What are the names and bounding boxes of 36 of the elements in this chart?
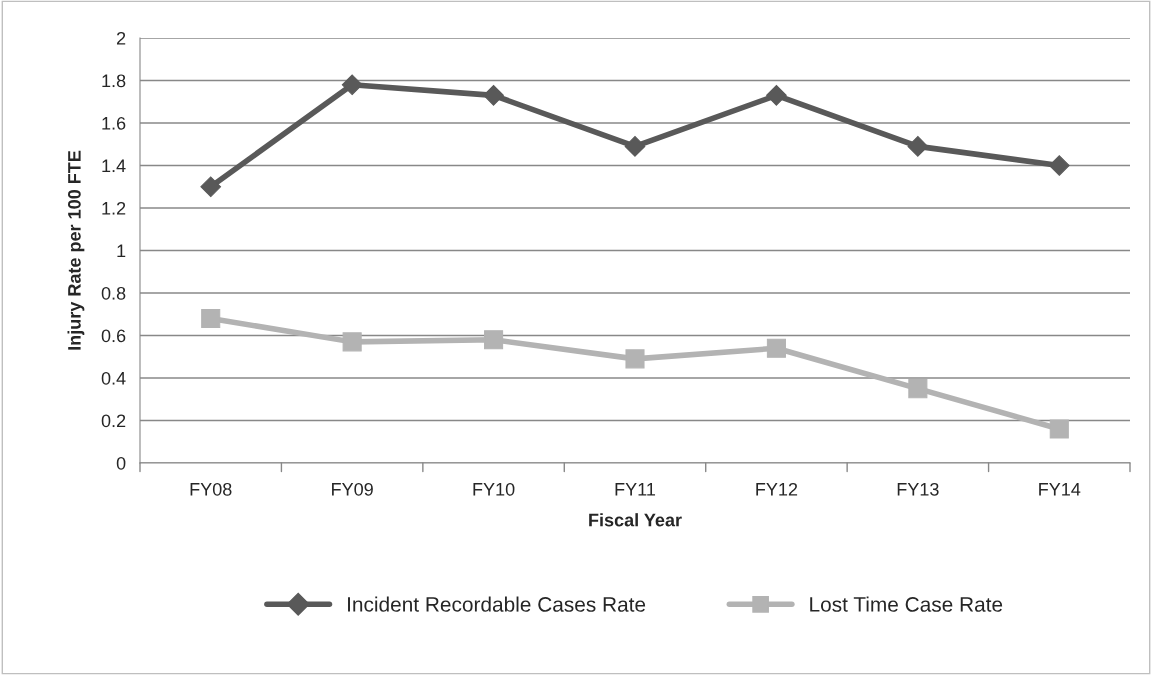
y-tick-label: 1.6 — [102, 116, 126, 130]
y-tick-label: 1.2 — [102, 201, 126, 215]
point — [625, 349, 645, 369]
point — [201, 308, 221, 329]
y-tick-label: 1 — [117, 244, 126, 258]
y-tick-label: 0 — [116, 456, 126, 470]
point — [200, 176, 222, 198]
point — [341, 74, 363, 96]
y-tick-label: 2 — [116, 31, 126, 45]
point — [342, 332, 362, 352]
point — [1049, 419, 1069, 439]
point — [483, 85, 504, 106]
point — [1048, 155, 1070, 176]
y-tick-label: 1.8 — [102, 74, 126, 88]
x-tick-label: FY10 — [473, 482, 515, 496]
y-tick-label: 0.8 — [101, 286, 126, 300]
point — [908, 379, 928, 399]
point — [766, 338, 786, 358]
x-tick-label: FY08 — [190, 482, 232, 496]
legend-label: Lost Time Case Rate — [810, 596, 1003, 612]
legend-label: Incident Recordable Cases Rate — [348, 596, 646, 612]
x-tick-label: FY14 — [1039, 483, 1081, 496]
point — [907, 136, 929, 157]
x-tick-label: FY12 — [756, 482, 798, 496]
x-tick-label: FY11 — [615, 483, 656, 496]
x-tick-label: FY13 — [897, 482, 939, 496]
x-tick-label: FY09 — [332, 482, 373, 496]
x-axis-title: Fiscal Year — [589, 513, 682, 527]
y-tick-label: 0.2 — [101, 414, 126, 428]
y-tick-label: 0.6 — [101, 329, 126, 343]
y-tick-label: 1.4 — [102, 159, 126, 173]
point — [484, 330, 504, 350]
y-tick-label: 0.4 — [101, 371, 126, 385]
point — [624, 136, 646, 157]
point — [766, 85, 787, 106]
y-axis-title: Injury Rate per 100 FTE — [67, 150, 85, 350]
